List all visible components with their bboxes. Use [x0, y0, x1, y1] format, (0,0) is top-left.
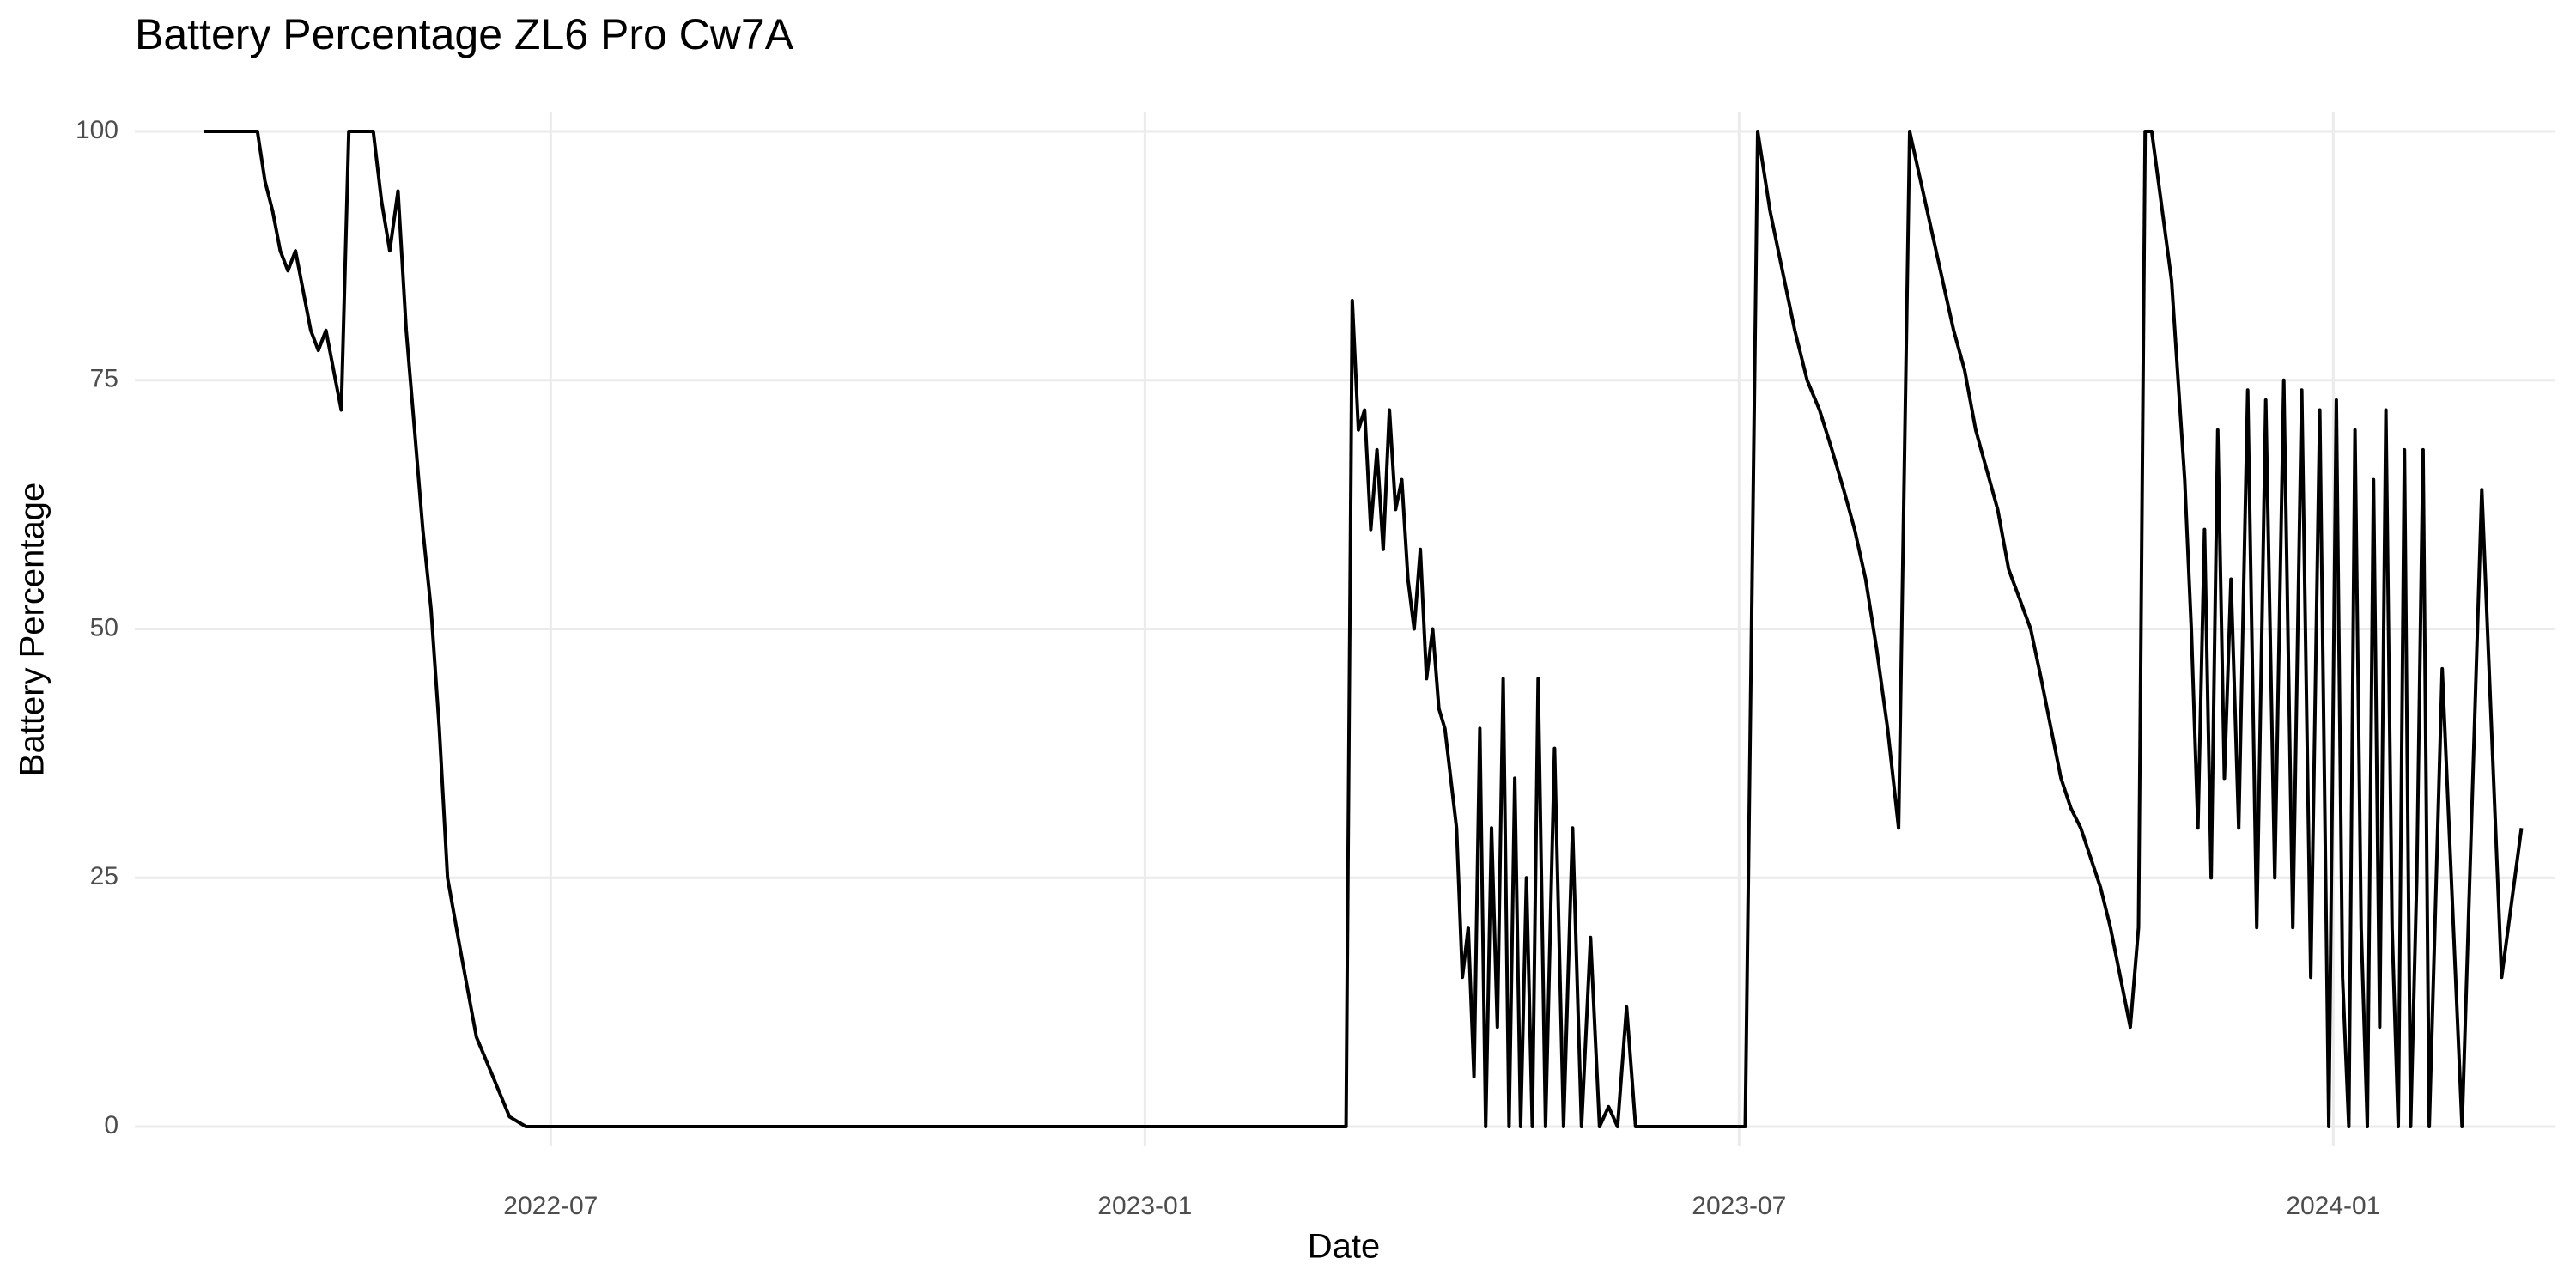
y-tick-label: 25 — [90, 862, 118, 890]
x-axis-title: Date — [1308, 1228, 1381, 1266]
y-tick-label: 0 — [104, 1111, 118, 1139]
y-axis-title: Battery Percentage — [14, 483, 52, 776]
x-tick-label: 2023-07 — [1692, 1192, 1786, 1220]
x-tick-label: 2023-01 — [1097, 1192, 1192, 1220]
y-tick-label: 100 — [76, 116, 118, 144]
y-tick-label: 75 — [90, 365, 118, 393]
chart-title: Battery Percentage ZL6 Pro Cw7A — [135, 10, 794, 58]
y-tick-label: 50 — [90, 613, 118, 641]
x-tick-label: 2022-07 — [503, 1192, 598, 1220]
x-tick-label: 2024-01 — [2286, 1192, 2380, 1220]
data-line — [204, 130, 2524, 1128]
